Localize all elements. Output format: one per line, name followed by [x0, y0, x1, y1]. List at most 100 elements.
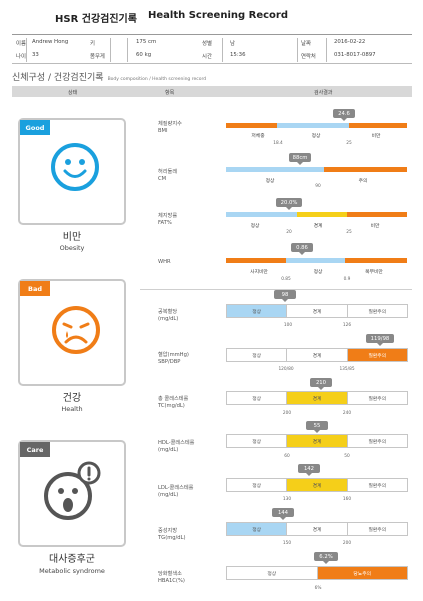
tg-tick-2: 200 — [342, 541, 352, 546]
tc-value-bubble: 210 — [310, 378, 332, 387]
fat-boundary-segment — [296, 212, 348, 217]
tc-name: 총 콜레스테롤 — [158, 396, 189, 402]
bmi-name: 체질량지수 — [158, 121, 182, 127]
hba1c-diabetes-cell: 당뇨주의 — [317, 567, 407, 579]
waist-value-bubble: 88cm — [289, 153, 311, 162]
tg-range-row: 정상 경계 질환주의 — [226, 522, 408, 536]
bmi-label-obese: 비만 — [371, 134, 381, 139]
bp-boundary-cell: 경계 — [287, 349, 348, 361]
tg-normal-cell: 정상 — [227, 523, 288, 535]
fat-normal-segment — [226, 212, 297, 217]
divider — [222, 38, 223, 62]
hdl-tick-1: 60 — [284, 454, 290, 459]
whr-value-bubble: 0.86 — [291, 243, 313, 252]
ldl-tick-2: 160 — [342, 497, 352, 502]
date-label: 날짜 — [301, 41, 311, 47]
hdl-normal-cell: 정상 — [227, 435, 288, 447]
divider — [326, 38, 327, 62]
tc-normal-cell: 정상 — [227, 392, 288, 404]
time-value: 15:36 — [230, 52, 246, 58]
weight-value: 60 kg — [136, 52, 152, 58]
fat-tick-2: 25 — [346, 230, 352, 235]
metabolic-title: 대사증후군 — [49, 554, 95, 565]
health-title: 건강 — [62, 393, 82, 404]
whr-label-normal: 정상 — [313, 270, 323, 275]
whr-item-label: WHR — [158, 259, 171, 266]
waist-label-normal: 정상 — [265, 179, 275, 184]
hdl-tick-2: 50 — [344, 454, 350, 459]
bmi-underweight-segment — [226, 123, 277, 128]
divider — [110, 38, 111, 62]
divider — [26, 38, 27, 62]
bmi-value-bubble: 24.6 — [333, 109, 355, 118]
report-title: HSR 건강검진기록 Health Screening Record — [0, 8, 423, 26]
sex-value: 남 — [230, 41, 235, 47]
whr-bar — [226, 258, 407, 263]
fat-tick-1: 20 — [286, 230, 292, 235]
tg-item-label: 중성지방 TG(mg/dL) — [158, 528, 186, 542]
ldl-value-bubble: 142 — [298, 464, 320, 473]
divider — [297, 38, 298, 62]
hdl-name: HDL-콜레스테롤 — [158, 440, 195, 446]
bp-item-label: 혈압(mmHg) SBP/DBP — [158, 352, 189, 366]
title-korean: HSR 건강검진기록 — [55, 14, 137, 25]
sad-face-icon — [52, 306, 100, 354]
glucose-normal-cell: 정상 — [227, 305, 288, 317]
fat-unit: FAT% — [158, 220, 172, 226]
tc-item-label: 총 콜레스테롤 TC(mg/dL) — [158, 396, 188, 410]
hdl-item-label: HDL-콜레스테롤 (mg/dL) — [158, 440, 194, 454]
bad-status-card: Bad — [18, 279, 126, 386]
glucose-item-label: 공복혈당 (mg/dL) — [158, 309, 178, 323]
fat-label-obese: 비만 — [370, 224, 380, 229]
status-column-header: 상태 — [68, 90, 78, 96]
health-subtitle: Health — [61, 405, 83, 413]
bmi-label-underweight: 저체중 — [251, 134, 265, 139]
waist-label-caution: 주의 — [358, 179, 368, 184]
tc-range-row: 정상 경계 질환주의 — [226, 391, 408, 405]
tg-name: 중성지방 — [158, 528, 178, 534]
bmi-unit: BMI — [158, 128, 168, 134]
tg-boundary-cell: 경계 — [287, 523, 348, 535]
tc-disease-cell: 질환주의 — [368, 396, 387, 402]
bp-tick-1: 120/80 — [278, 367, 294, 372]
tg-disease-cell: 질환주의 — [368, 527, 387, 533]
hdl-range-row: 정상 경계 질환주의 — [226, 434, 408, 448]
glucose-boundary-cell: 경계 — [287, 305, 348, 317]
bmi-obese-segment — [349, 123, 407, 128]
whr-tick-2: 0.9 — [343, 277, 351, 282]
glucose-range-row: 정상 경계 질환주의 — [226, 304, 408, 318]
care-tag: Care — [20, 442, 50, 457]
whr-label-abdominal: 복부비만 — [365, 270, 383, 275]
care-status-card: Care — [18, 440, 126, 547]
good-status-card: Good — [18, 118, 126, 225]
whr-name: WHR — [158, 259, 171, 265]
waist-name: 허리둘레 — [158, 169, 178, 175]
hba1c-range-row: 정상 당뇨주의 — [226, 566, 408, 580]
whr-normal-segment — [285, 258, 346, 263]
bp-value-bubble: 119/98 — [366, 334, 394, 343]
result-column-header: 검사결과 — [314, 90, 333, 96]
hba1c-normal-cell: 정상 — [227, 567, 318, 579]
tg-unit: TG(mg/dL) — [158, 535, 186, 541]
obesity-title: 비만 — [62, 232, 82, 243]
bp-name: 혈압(mmHg) — [158, 352, 189, 358]
waist-unit: CM — [158, 176, 167, 182]
patient-info: 이름 Andrew Hong 키 175 cm 성별 남 날짜 2016-02-… — [12, 34, 412, 64]
hba1c-value-bubble: 6.2% — [314, 552, 338, 561]
hdl-value-bubble: 55 — [306, 421, 328, 430]
hdl-unit: (mg/dL) — [158, 447, 179, 453]
tg-tick-1: 150 — [282, 541, 292, 546]
fat-item-label: 체지방률 FAT% — [158, 213, 177, 227]
section-title: 신체구성 / 건강검진기록 Body composition / Health s… — [12, 70, 206, 83]
bp-range-row: 정상 경계 질환주의 — [226, 348, 408, 362]
tc-unit: TC(mg/dL) — [158, 403, 185, 409]
glucose-name: 공복혈당 — [158, 309, 178, 315]
section-title-text: 신체구성 / 건강검진기록 — [12, 73, 104, 83]
hdl-boundary-cell: 경계 — [287, 435, 348, 447]
bp-unit: SBP/DBP — [158, 359, 181, 365]
ldl-boundary-cell: 경계 — [287, 479, 348, 491]
height-value: 175 cm — [136, 39, 157, 45]
bmi-item-label: 체질량지수 BMI — [158, 121, 182, 135]
glucose-tick-2: 126 — [342, 323, 352, 328]
sex-label: 성별 — [202, 41, 212, 47]
